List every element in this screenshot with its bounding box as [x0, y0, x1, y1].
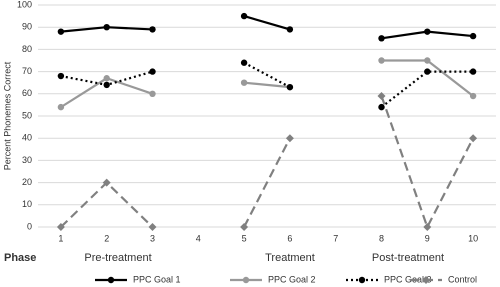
marker — [240, 223, 249, 231]
marker — [149, 26, 156, 33]
series-line — [60, 59, 474, 109]
x-tick-label: 5 — [242, 233, 247, 243]
x-tick-label: 4 — [196, 233, 201, 243]
marker — [240, 79, 248, 86]
marker — [103, 81, 110, 89]
y-tick-label: 0 — [27, 221, 32, 231]
y-tick-label: 30 — [22, 155, 32, 165]
marker — [103, 24, 110, 31]
phase-label: Treatment — [265, 252, 315, 264]
phase-title: Phase — [4, 252, 36, 264]
marker — [378, 35, 385, 42]
x-tick-label: 8 — [379, 233, 384, 243]
marker — [378, 103, 385, 111]
x-tick-label: 7 — [333, 233, 338, 243]
marker — [240, 12, 248, 20]
marker — [57, 103, 65, 111]
marker — [57, 72, 65, 80]
y-tick-label: 80 — [22, 44, 32, 54]
legend-marker — [358, 276, 366, 284]
y-tick-label: 100 — [17, 0, 32, 9]
marker — [286, 26, 294, 33]
x-tick-label: 10 — [468, 233, 478, 243]
x-tick-label: 2 — [104, 233, 109, 243]
y-tick-label: 10 — [22, 199, 32, 209]
x-tick-label: 9 — [425, 233, 430, 243]
marker — [103, 75, 110, 82]
marker — [378, 57, 385, 64]
marker — [148, 223, 157, 231]
marker — [149, 68, 156, 75]
marker — [377, 92, 386, 101]
marker — [424, 57, 431, 64]
legend-label: Control — [448, 274, 477, 284]
marker — [469, 32, 477, 40]
marker — [469, 92, 477, 100]
marker — [56, 223, 65, 231]
legend-marker — [422, 276, 430, 284]
marker — [149, 90, 156, 98]
marker — [423, 223, 432, 231]
y-tick-label: 70 — [22, 66, 32, 76]
y-tick-label: 50 — [22, 110, 32, 120]
legend-label: PPC Goal 3 — [384, 274, 432, 284]
legend-marker — [107, 276, 115, 284]
x-tick-label: 3 — [150, 233, 155, 243]
marker — [57, 28, 65, 35]
y-tick-label: 40 — [22, 133, 32, 143]
marker — [469, 68, 477, 75]
marker — [102, 178, 111, 187]
phase-label: Post-treatment — [372, 252, 444, 264]
y-tick-label: 20 — [22, 177, 32, 187]
marker — [286, 83, 294, 91]
marker — [240, 59, 248, 66]
x-tick-label: 6 — [287, 233, 292, 243]
marker — [469, 134, 478, 143]
y-axis-label: Percent Phonemes Correct — [2, 61, 12, 170]
phase-label: Pre-treatment — [84, 252, 151, 264]
legend-label: PPC Goal 1 — [133, 274, 181, 284]
y-tick-label: 90 — [22, 22, 32, 32]
marker — [424, 68, 431, 75]
legend-label: PPC Goal 2 — [268, 274, 316, 284]
y-tick-label: 60 — [22, 88, 32, 98]
x-tick-label: 1 — [58, 233, 63, 243]
marker — [285, 134, 294, 143]
marker — [424, 28, 431, 35]
legend-marker — [242, 276, 250, 284]
